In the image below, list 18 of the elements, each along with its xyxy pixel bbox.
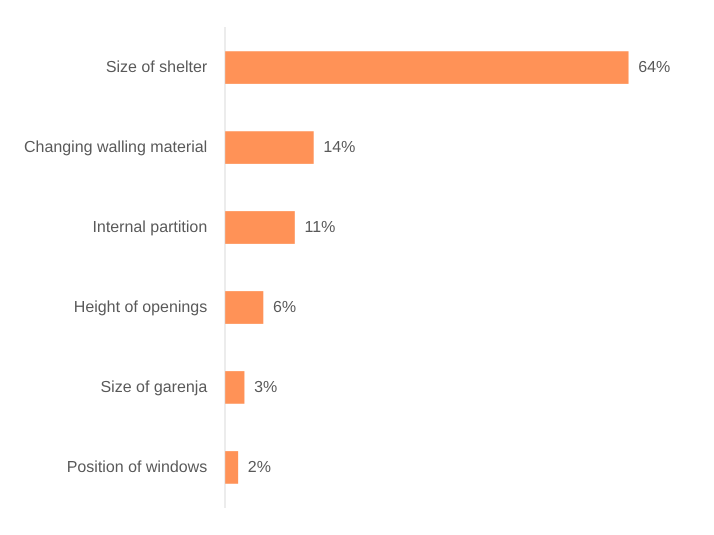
y-tick-label: Changing walling material [24,138,208,156]
bar [225,131,314,164]
y-tick-label: Height of openings [74,298,208,316]
data-label: 6% [272,298,296,316]
bar [225,291,264,324]
data-label: 2% [248,458,271,476]
bar [225,211,295,244]
data-label: 14% [323,138,356,156]
y-tick-label: Size of shelter [106,58,208,76]
bar [225,51,629,84]
bar [225,371,244,404]
y-tick-label: Size of garenja [100,378,208,396]
y-tick-label: Internal partition [92,218,208,236]
y-tick-label: Position of windows [66,458,208,476]
data-label: 3% [254,378,278,396]
data-label: 64% [638,58,670,76]
data-label: 11% [304,218,336,236]
bar [225,451,238,484]
